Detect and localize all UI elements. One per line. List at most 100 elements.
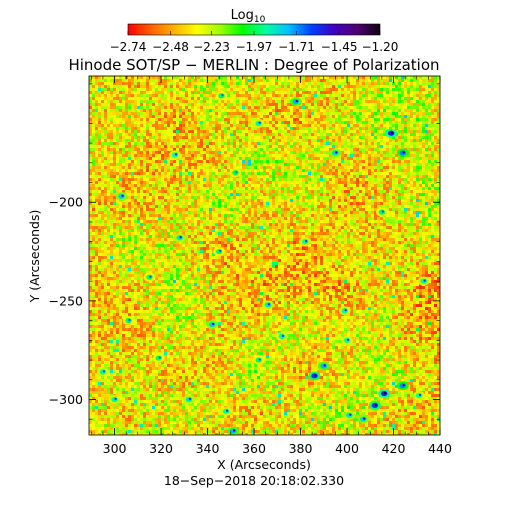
heatmap-cell (194, 202, 197, 205)
heatmap-cell (143, 106, 146, 109)
heatmap-cell (182, 148, 185, 151)
heatmap-cell (206, 190, 209, 193)
heatmap-cell (116, 85, 119, 88)
heatmap-cell (161, 172, 164, 175)
heatmap-cell (233, 136, 236, 139)
heatmap-cell (110, 115, 113, 118)
heatmap-cell (251, 82, 254, 85)
heatmap-cell (293, 94, 296, 97)
heatmap-cell (302, 169, 305, 172)
heatmap-cell (290, 196, 293, 199)
heatmap-cell (161, 82, 164, 85)
heatmap-cell (284, 127, 287, 130)
heatmap-cell (260, 139, 263, 142)
heatmap-cell (230, 106, 233, 109)
heatmap-cell (317, 127, 320, 130)
heatmap-cell (263, 139, 266, 142)
heatmap-cell (437, 187, 440, 190)
heatmap-cell (290, 79, 293, 82)
heatmap-cell (317, 154, 320, 157)
heatmap-cell (365, 157, 368, 160)
heatmap-cell (224, 172, 227, 175)
heatmap-cell (413, 109, 416, 112)
heatmap-cell (293, 139, 296, 142)
heatmap-cell (104, 199, 107, 202)
heatmap-cell (272, 199, 275, 202)
heatmap-cell (302, 85, 305, 88)
heatmap-cell (242, 190, 245, 193)
heatmap-cell (92, 175, 95, 178)
heatmap-cell (218, 106, 221, 109)
heatmap-cell (272, 82, 275, 85)
heatmap-cell (152, 184, 155, 187)
heatmap-cell (134, 175, 137, 178)
heatmap-cell (386, 106, 389, 109)
heatmap-cell (365, 133, 368, 136)
heatmap-cell (221, 139, 224, 142)
heatmap-cell (122, 178, 125, 181)
heatmap-cell (413, 190, 416, 193)
heatmap-cell (380, 193, 383, 196)
heatmap-cell (269, 190, 272, 193)
heatmap-cell (374, 76, 377, 79)
heatmap-cell (209, 109, 212, 112)
heatmap-cell (392, 97, 395, 100)
heatmap-cell (338, 193, 341, 196)
heatmap-cell (332, 181, 335, 184)
heatmap-cell (107, 157, 110, 160)
heatmap-cell (143, 115, 146, 118)
heatmap-cell (287, 136, 290, 139)
heatmap-cell (251, 88, 254, 91)
heatmap-cell (407, 106, 410, 109)
heatmap-cell (191, 175, 194, 178)
heatmap-cell (368, 199, 371, 202)
heatmap-cell (380, 124, 383, 127)
heatmap-cell (329, 133, 332, 136)
heatmap-cell (377, 157, 380, 160)
heatmap-cell (209, 181, 212, 184)
heatmap-cell (419, 157, 422, 160)
heatmap-cell (380, 115, 383, 118)
heatmap-cell (110, 184, 113, 187)
heatmap-cell (134, 94, 137, 97)
heatmap-cell (386, 169, 389, 172)
heatmap-cell (425, 160, 428, 163)
heatmap-cell (179, 127, 182, 130)
heatmap-cell (125, 181, 128, 184)
heatmap-cell (176, 115, 179, 118)
heatmap-cell (149, 184, 152, 187)
heatmap-cell (200, 124, 203, 127)
heatmap-cell (116, 190, 119, 193)
heatmap-cell (311, 88, 314, 91)
heatmap-cell (104, 160, 107, 163)
heatmap-cell (344, 166, 347, 169)
heatmap-cell (338, 166, 341, 169)
heatmap-cell (350, 157, 353, 160)
heatmap-cell (422, 157, 425, 160)
heatmap-cell (308, 163, 311, 166)
heatmap-cell (227, 91, 230, 94)
heatmap-cell (398, 118, 401, 121)
heatmap-cell (233, 187, 236, 190)
heatmap-cell (179, 100, 182, 103)
heatmap-cell (335, 127, 338, 130)
heatmap-cell (317, 160, 320, 163)
heatmap-cell (305, 142, 308, 145)
heatmap-cell (191, 118, 194, 121)
heatmap-cell (425, 196, 428, 199)
heatmap-cell (110, 190, 113, 193)
heatmap-cell (236, 193, 239, 196)
heatmap-cell (299, 190, 302, 193)
heatmap-cell (122, 79, 125, 82)
heatmap-cell (170, 169, 173, 172)
heatmap-cell (197, 79, 200, 82)
heatmap-cell (425, 157, 428, 160)
heatmap-cell (221, 112, 224, 115)
heatmap-cell (203, 145, 206, 148)
heatmap-cell (242, 85, 245, 88)
heatmap-cell (311, 145, 314, 148)
heatmap-cell (371, 82, 374, 85)
heatmap-cell (377, 196, 380, 199)
heatmap-cell (275, 184, 278, 187)
heatmap-cell (221, 181, 224, 184)
